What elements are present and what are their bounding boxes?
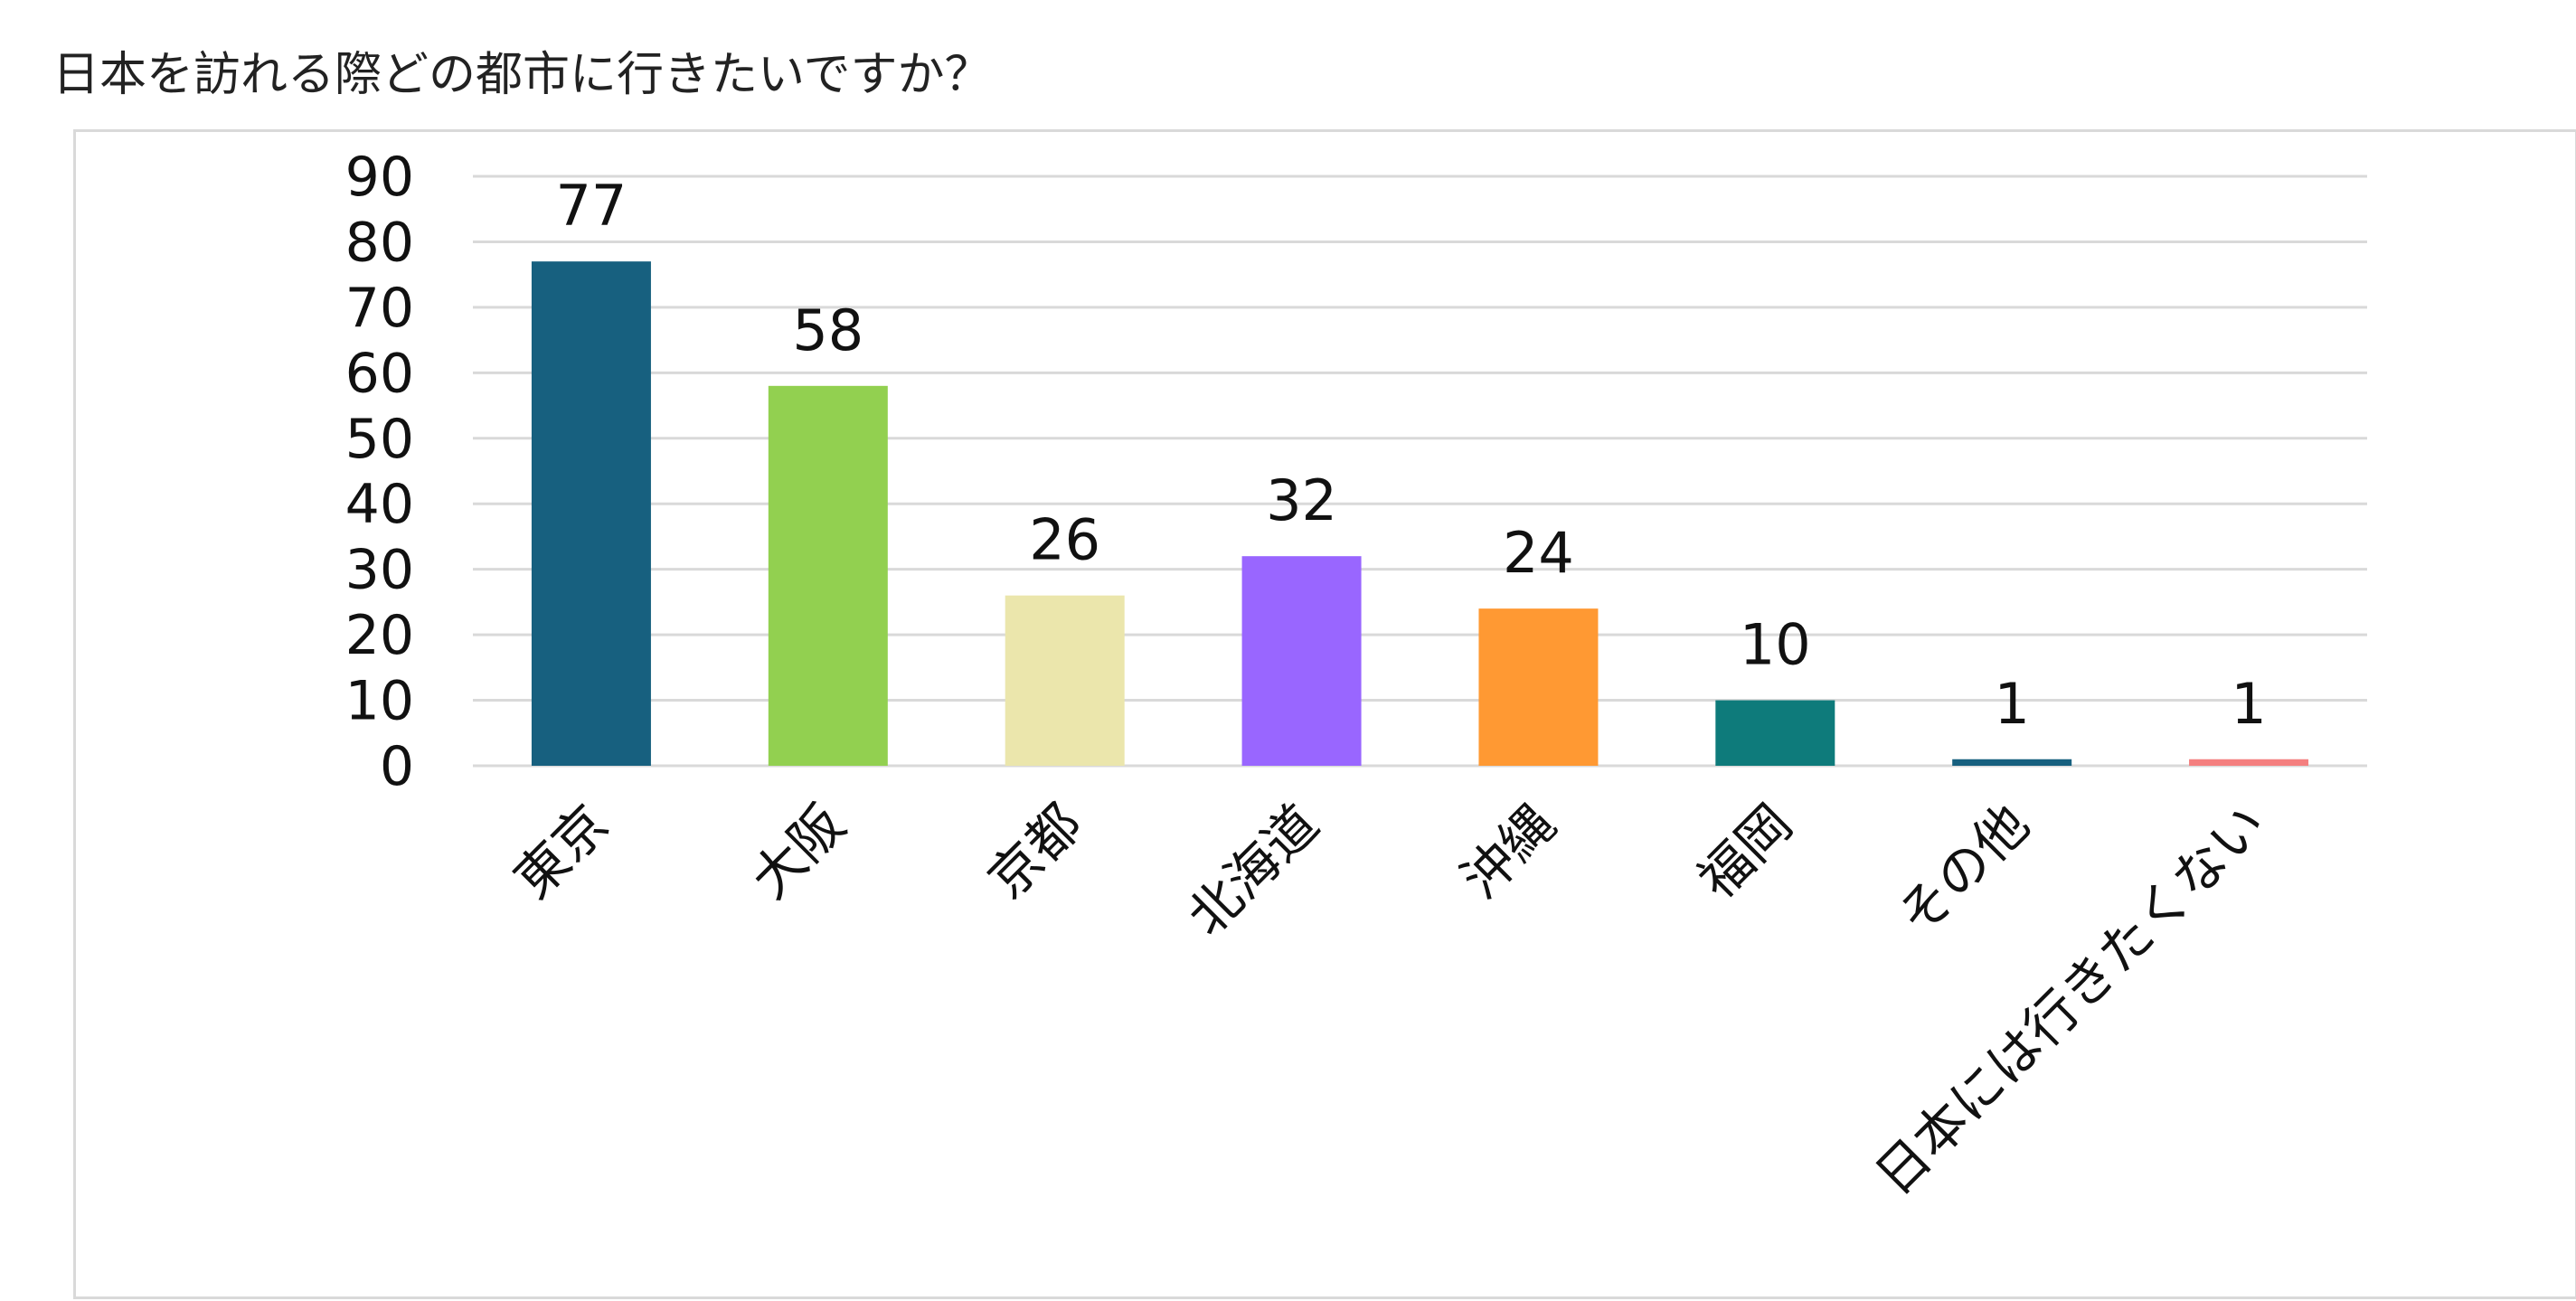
data-label: 1 [1994,671,2029,737]
bar [2189,759,2309,766]
data-labels: 77 58 26 32 24 10 1 1 [555,173,2266,737]
category-label: 大阪 [740,793,857,910]
y-tick-label: 30 [345,539,414,602]
category-label: 東京 [503,793,620,910]
chart-title: 日本を訪れる際どの都市に行きたいですか？ [52,48,992,102]
bar [768,385,888,766]
y-tick-label: 80 [345,211,414,274]
bar [531,261,651,767]
y-tick-label: 50 [345,408,414,471]
category-label: その他 [1886,793,2041,947]
category-label: 沖縄 [1449,793,1567,910]
y-tick-label: 0 [380,735,414,798]
bars [531,261,2309,767]
category-label: 福岡 [1686,793,1804,910]
y-tick-label: 70 [345,277,414,340]
bar [1715,700,1835,766]
data-label: 77 [555,173,627,239]
bar [1241,556,1362,766]
data-label: 1 [2231,671,2266,737]
data-label: 26 [1029,507,1100,573]
gridlines [473,174,2367,768]
category-label: 北海道 [1175,793,1330,947]
y-tick-label: 40 [345,473,414,536]
category-label: 京都 [976,793,1093,910]
y-tick-label: 10 [345,670,414,733]
data-label: 32 [1266,467,1337,533]
bar [1478,608,1599,766]
bar [1952,759,2072,766]
data-label: 24 [1503,520,1574,586]
y-tick-label: 60 [345,342,414,405]
data-label: 58 [792,297,863,363]
category-label: 日本には行きたくない [1864,793,2278,1207]
y-tick-label: 20 [345,604,414,667]
data-label: 10 [1740,612,1811,678]
y-tick-label: 90 [345,146,414,209]
bar [1005,595,1125,766]
